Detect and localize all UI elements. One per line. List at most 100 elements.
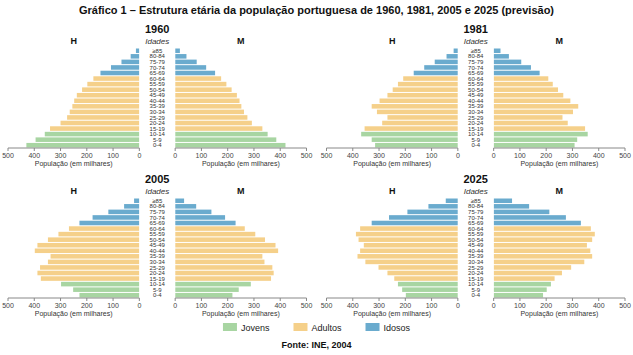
bars (175, 49, 285, 148)
series-label: M (237, 36, 245, 46)
category-label: 55-59 (468, 231, 484, 237)
x-tick-label: 100 (196, 152, 208, 159)
category-label: 25-29 (468, 115, 484, 121)
bar (131, 54, 140, 59)
y-axis-label: Idades (145, 37, 169, 46)
bar (356, 232, 458, 237)
pyramid-panel: 1981Idades0-45-910-1415-1920-2425-2930-3… (321, 23, 631, 168)
x-tick-label: 200 (222, 152, 234, 159)
bar (494, 60, 522, 65)
bar (175, 293, 232, 298)
x-tick (546, 298, 547, 301)
legend-swatch (223, 323, 237, 331)
category-label: 20-24 (150, 120, 166, 126)
x-tick (113, 148, 114, 151)
x-tick-label: 0 (456, 152, 460, 159)
x-tick (457, 298, 458, 301)
bar (494, 221, 581, 226)
x-axis-line (494, 298, 625, 299)
x-tick-label: 200 (81, 152, 93, 159)
bar (494, 54, 509, 59)
category-label: 60-64 (150, 226, 166, 232)
x-tick (405, 148, 406, 151)
x-tick (493, 148, 494, 151)
bar (175, 232, 255, 237)
category-label: 25-29 (150, 115, 166, 121)
bars (494, 199, 595, 298)
category-label: 0-4 (471, 292, 480, 298)
bar (41, 276, 140, 281)
category-label: 55-59 (468, 81, 484, 87)
series-label: H (389, 36, 396, 46)
x-axis-line (327, 148, 458, 149)
x-tick (405, 298, 406, 301)
category-label: 75-79 (468, 209, 484, 215)
x-tick-label: 500 (321, 302, 333, 309)
bar (494, 99, 571, 104)
x-tick-label: 300 (55, 302, 67, 309)
x-tick (227, 298, 228, 301)
category-label: 30-34 (468, 259, 484, 265)
category-label: 5-9 (471, 287, 480, 293)
category-label: 0-4 (153, 142, 162, 148)
category-label: 10-14 (150, 281, 166, 287)
bar (175, 260, 264, 265)
category-label: 5-9 (153, 287, 162, 293)
bar (175, 121, 252, 126)
bar (93, 215, 140, 220)
category-label: 65-69 (468, 220, 484, 226)
x-tick-label: 100 (107, 302, 119, 309)
x-tick (86, 298, 87, 301)
category-label: 5-9 (471, 137, 480, 143)
bar (360, 226, 458, 231)
bar (51, 254, 140, 259)
category-label: 70-74 (468, 215, 484, 221)
x-tick (431, 148, 432, 151)
bar (74, 99, 139, 104)
bar (377, 110, 458, 115)
x-tick-label: 500 (2, 302, 14, 309)
bar (435, 60, 458, 65)
category-label: 55-59 (150, 231, 166, 237)
x-tick-label: 0 (492, 152, 496, 159)
bar (494, 204, 529, 209)
x-tick (625, 298, 626, 301)
category-label: ≥85 (471, 48, 482, 54)
bar (365, 126, 458, 131)
bar (45, 132, 140, 137)
bar (494, 199, 512, 204)
x-axis-label: População (em milhares) (353, 310, 431, 318)
bar (50, 126, 139, 131)
x-tick (34, 148, 35, 151)
category-label: 40-44 (150, 98, 166, 104)
series-label: M (237, 186, 245, 196)
bar (394, 276, 458, 281)
bar (494, 104, 579, 109)
series-label: H (70, 186, 77, 196)
x-tick-label: 400 (347, 152, 359, 159)
x-axis-line (8, 298, 139, 299)
x-tick (493, 298, 494, 301)
bar (387, 271, 457, 276)
category-label: 30-34 (468, 109, 484, 115)
x-tick (572, 148, 573, 151)
category-label: ≥85 (471, 198, 482, 204)
bar (494, 215, 566, 220)
bar (72, 104, 139, 109)
bar (375, 143, 458, 148)
x-tick-label: 500 (619, 152, 631, 159)
bar (494, 260, 585, 265)
x-tick (253, 298, 254, 301)
bar (93, 76, 139, 81)
category-label: 30-34 (150, 259, 166, 265)
x-tick-label: 300 (248, 302, 260, 309)
bar (175, 126, 262, 131)
bar (398, 282, 458, 287)
bar (372, 104, 458, 109)
bar (61, 121, 140, 126)
category-label: 60-64 (150, 76, 166, 82)
category-label: 80-84 (468, 203, 484, 209)
x-tick (519, 298, 520, 301)
chart: Gráfico 1 – Estrutura etária da populaçã… (0, 0, 633, 355)
category-label: 45-49 (150, 242, 166, 248)
